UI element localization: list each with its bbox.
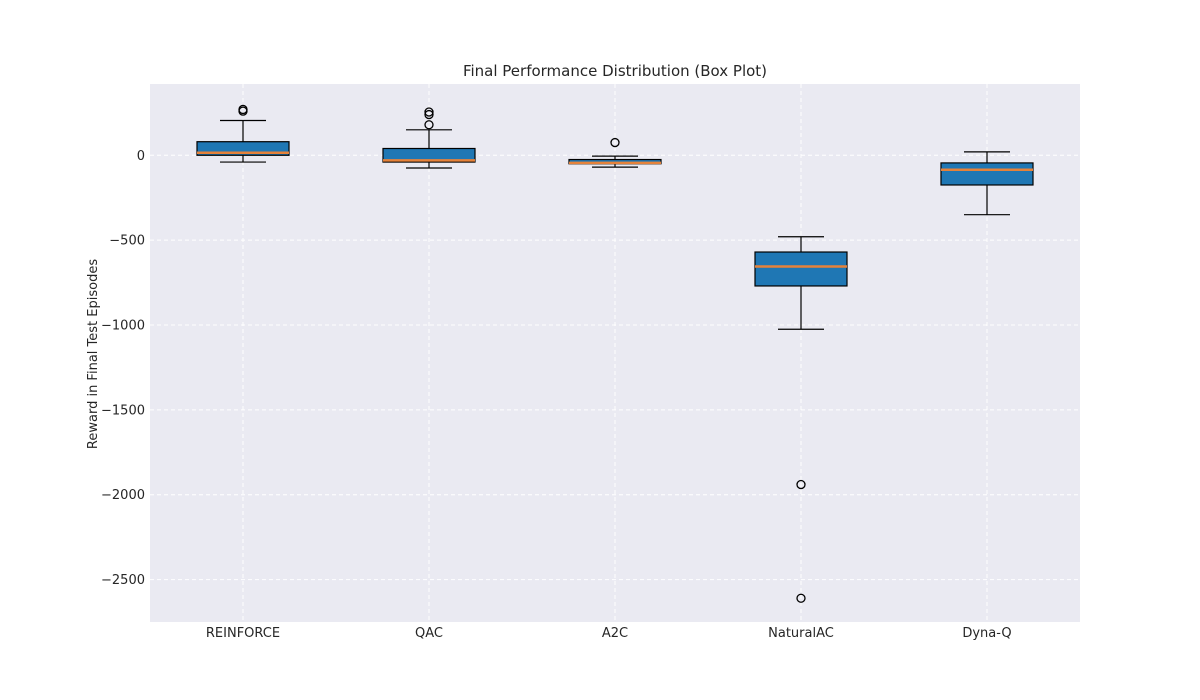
y-tick-label: −1500 xyxy=(101,403,145,418)
x-tick-label: QAC xyxy=(415,626,443,641)
y-tick-labels: 0 −500 −1000 −1500 −2000 −2500 xyxy=(101,149,145,588)
y-tick-label: 0 xyxy=(137,149,145,164)
iqr-box xyxy=(940,162,1034,186)
outlier-point xyxy=(424,109,434,120)
x-tick-label: REINFORCE xyxy=(206,626,280,641)
box-qac xyxy=(382,107,476,169)
x-tick-labels: REINFORCE QAC A2C NaturalAC Dyna-Q xyxy=(206,626,1012,641)
outlier-point xyxy=(796,593,806,603)
box-reinforce xyxy=(196,104,290,163)
outlier-point xyxy=(238,104,248,115)
y-tick-label: −1000 xyxy=(101,318,145,333)
outlier-point xyxy=(796,479,806,490)
grid-lines xyxy=(150,84,1080,622)
x-tick-label: NaturalAC xyxy=(768,626,834,641)
x-tick-label: Dyna-Q xyxy=(962,626,1011,641)
outlier-point xyxy=(610,137,620,148)
iqr-box xyxy=(382,147,476,163)
x-tick-label: A2C xyxy=(602,626,628,641)
box-naturalac xyxy=(754,236,848,603)
box-a2c xyxy=(568,137,662,168)
y-tick-label: −2000 xyxy=(101,488,145,503)
y-tick-label: −2500 xyxy=(101,573,145,588)
chart-title: Final Performance Distribution (Box Plot… xyxy=(463,62,767,80)
y-axis-label: Reward in Final Test Episodes xyxy=(86,259,101,449)
boxes xyxy=(196,104,1034,603)
y-tick-label: −500 xyxy=(109,234,145,249)
outlier-point xyxy=(424,120,434,130)
outlier-point xyxy=(424,107,434,117)
iqr-box xyxy=(754,251,848,287)
box-dyna-q xyxy=(940,151,1034,216)
